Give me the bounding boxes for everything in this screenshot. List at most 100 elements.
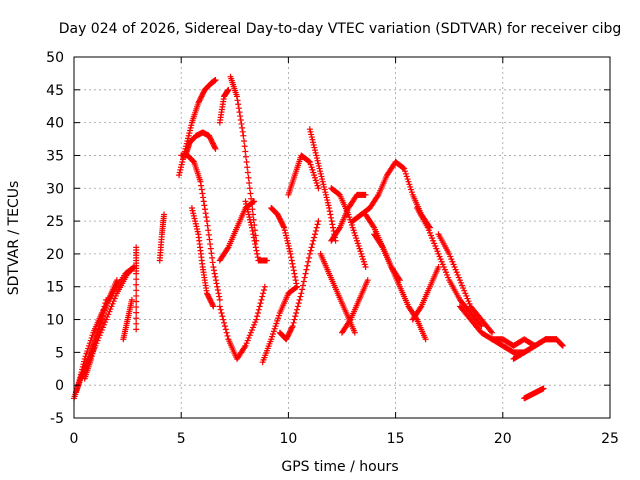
data-point — [205, 231, 212, 238]
data-point — [323, 194, 330, 201]
data-point — [253, 316, 260, 323]
data-point — [288, 325, 295, 332]
data-point — [212, 277, 219, 284]
data-point — [353, 235, 360, 242]
data-point — [402, 168, 409, 175]
data-point — [276, 215, 283, 222]
data-point — [279, 222, 286, 229]
data-point — [80, 361, 87, 368]
data-point — [292, 273, 299, 280]
data-point — [309, 241, 316, 248]
data-point — [313, 152, 320, 159]
data-point — [313, 180, 320, 187]
data-point — [244, 206, 251, 213]
data-point — [263, 257, 270, 264]
data-point — [324, 197, 331, 204]
data-point — [247, 190, 254, 197]
data-point — [324, 199, 331, 206]
data-point — [442, 269, 449, 276]
data-point — [559, 342, 566, 349]
data-point — [349, 224, 356, 231]
data-point — [359, 253, 366, 260]
data-point — [425, 227, 432, 234]
x-tick-label: 25 — [601, 431, 619, 447]
series-trace-22 — [317, 250, 358, 336]
data-point — [283, 235, 290, 242]
data-point — [77, 371, 84, 378]
data-point — [108, 303, 115, 310]
series-trace-32 — [435, 231, 496, 336]
data-point — [233, 93, 240, 100]
data-point — [248, 222, 255, 229]
data-point — [457, 279, 464, 286]
data-point — [354, 237, 361, 244]
data-point — [237, 117, 244, 124]
data-point — [374, 193, 381, 200]
data-point — [217, 306, 224, 313]
data-point — [199, 90, 206, 97]
data-point — [212, 145, 219, 152]
data-point — [188, 204, 195, 211]
data-point — [312, 227, 319, 234]
data-point — [261, 283, 268, 290]
data-point — [441, 266, 448, 273]
data-point — [277, 218, 284, 225]
data-point — [213, 280, 220, 287]
data-point — [239, 128, 246, 135]
data-point — [291, 316, 298, 323]
data-point — [312, 177, 319, 184]
series-trace-25 — [339, 277, 371, 336]
data-point — [306, 250, 313, 257]
data-point — [75, 379, 82, 386]
data-point — [200, 89, 207, 96]
data-point — [260, 287, 267, 294]
data-point — [245, 208, 252, 215]
data-point — [79, 363, 86, 370]
data-point — [207, 241, 214, 248]
data-point — [91, 342, 98, 349]
data-point — [378, 243, 385, 250]
y-tick-label: 20 — [46, 247, 64, 263]
data-point — [403, 173, 410, 180]
x-tick-label: 5 — [177, 431, 186, 447]
data-point — [176, 169, 183, 176]
data-point — [208, 136, 215, 143]
data-point — [354, 240, 361, 247]
data-point — [302, 270, 309, 277]
data-point — [185, 132, 192, 139]
data-point — [234, 97, 241, 104]
data-point — [208, 138, 215, 145]
data-point — [335, 225, 342, 232]
data-point — [311, 174, 318, 181]
data-point — [350, 227, 357, 234]
data-point — [194, 225, 201, 232]
data-point — [295, 300, 302, 307]
data-point — [293, 283, 300, 290]
data-point — [447, 253, 454, 260]
data-point — [246, 180, 253, 187]
data-point — [315, 160, 322, 167]
data-point — [259, 293, 266, 300]
data-point — [298, 290, 305, 297]
data-point — [275, 214, 282, 221]
data-point — [225, 86, 232, 93]
data-point — [445, 274, 452, 281]
data-point — [197, 96, 204, 103]
data-point — [105, 311, 112, 318]
data-point — [93, 332, 100, 339]
data-point — [274, 211, 281, 218]
series-trace-17 — [268, 204, 300, 290]
y-tick-label: 5 — [55, 345, 64, 361]
data-point — [307, 247, 314, 254]
data-point — [285, 243, 292, 250]
data-point — [327, 211, 334, 218]
data-point — [205, 227, 212, 234]
data-point — [408, 186, 415, 193]
data-point — [189, 157, 196, 164]
data-point — [206, 295, 213, 302]
data-point — [206, 132, 213, 139]
data-point — [456, 277, 463, 284]
data-point — [432, 243, 439, 250]
data-point — [283, 232, 290, 239]
